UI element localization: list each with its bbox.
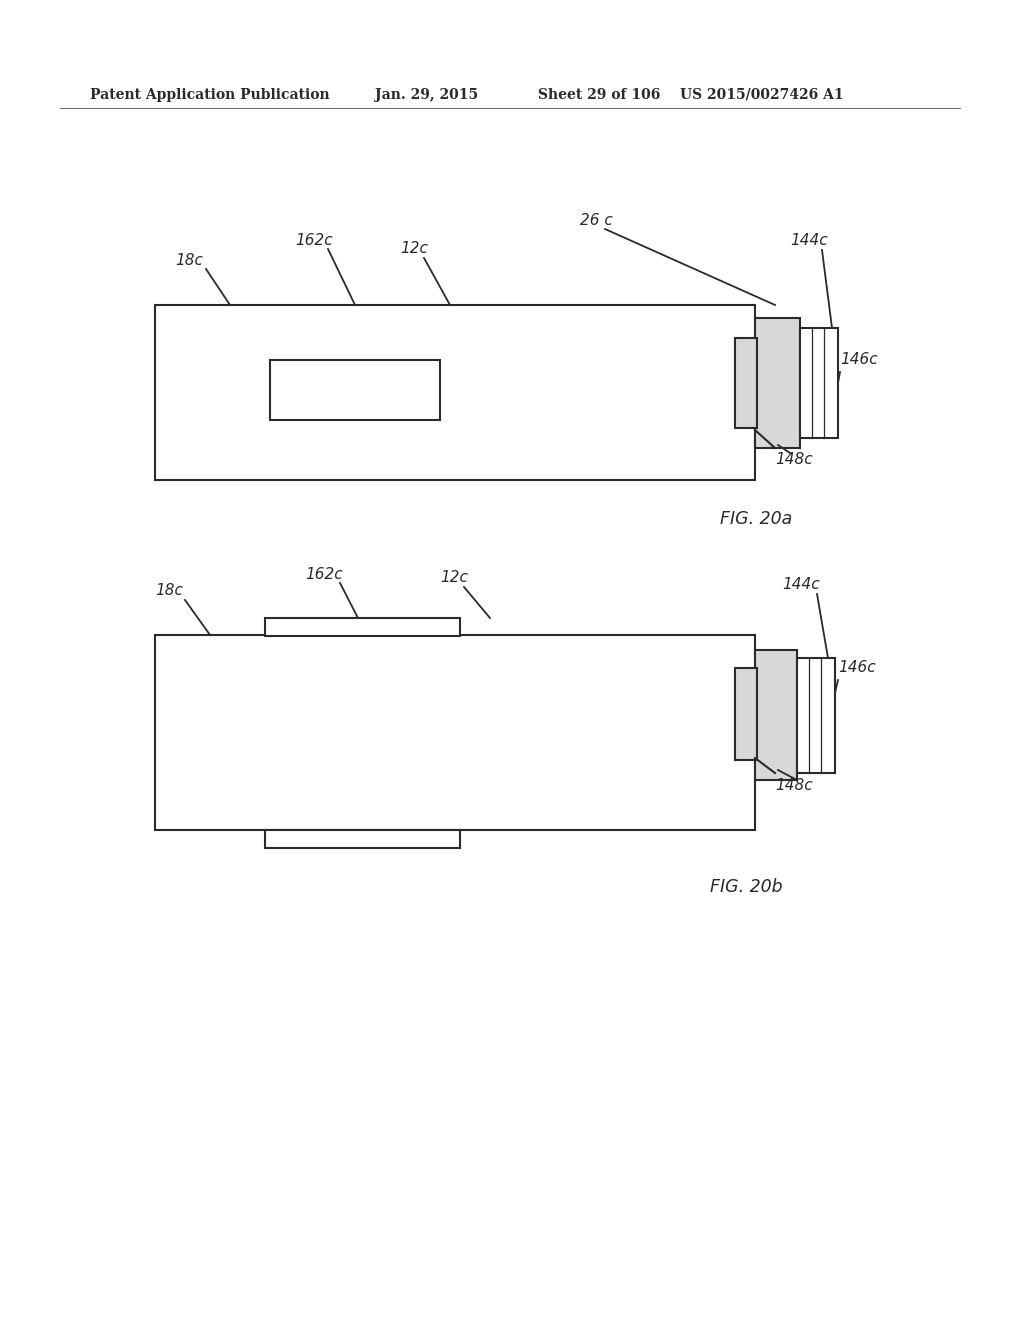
Text: 146c: 146c [840, 352, 878, 367]
Text: 144c: 144c [782, 577, 819, 591]
Text: FIG. 20a: FIG. 20a [720, 510, 793, 528]
Bar [800, 327, 838, 438]
Text: 162c: 162c [305, 568, 343, 582]
Bar [735, 338, 757, 428]
Bar [265, 830, 460, 847]
Text: 12c: 12c [400, 242, 428, 256]
Text: 18c: 18c [175, 253, 203, 268]
Text: Patent Application Publication: Patent Application Publication [90, 88, 330, 102]
Text: 162c: 162c [295, 234, 333, 248]
Text: 12c: 12c [440, 570, 468, 585]
Bar [270, 360, 440, 420]
Text: US 2015/0027426 A1: US 2015/0027426 A1 [680, 88, 844, 102]
Text: Jan. 29, 2015: Jan. 29, 2015 [375, 88, 478, 102]
Bar [755, 318, 800, 447]
Text: 144c: 144c [790, 234, 827, 248]
Bar [735, 668, 757, 760]
Text: 18c: 18c [155, 583, 183, 598]
Bar [755, 649, 797, 780]
Text: 148c: 148c [775, 777, 813, 793]
Text: FIG. 20b: FIG. 20b [710, 878, 782, 896]
Bar [155, 635, 755, 830]
Text: Sheet 29 of 106: Sheet 29 of 106 [538, 88, 660, 102]
Text: 146c: 146c [838, 660, 876, 676]
Text: 148c: 148c [775, 451, 813, 467]
Bar [155, 305, 755, 480]
Text: 26 c: 26 c [580, 213, 612, 228]
Bar [797, 657, 835, 774]
Bar [265, 618, 460, 636]
